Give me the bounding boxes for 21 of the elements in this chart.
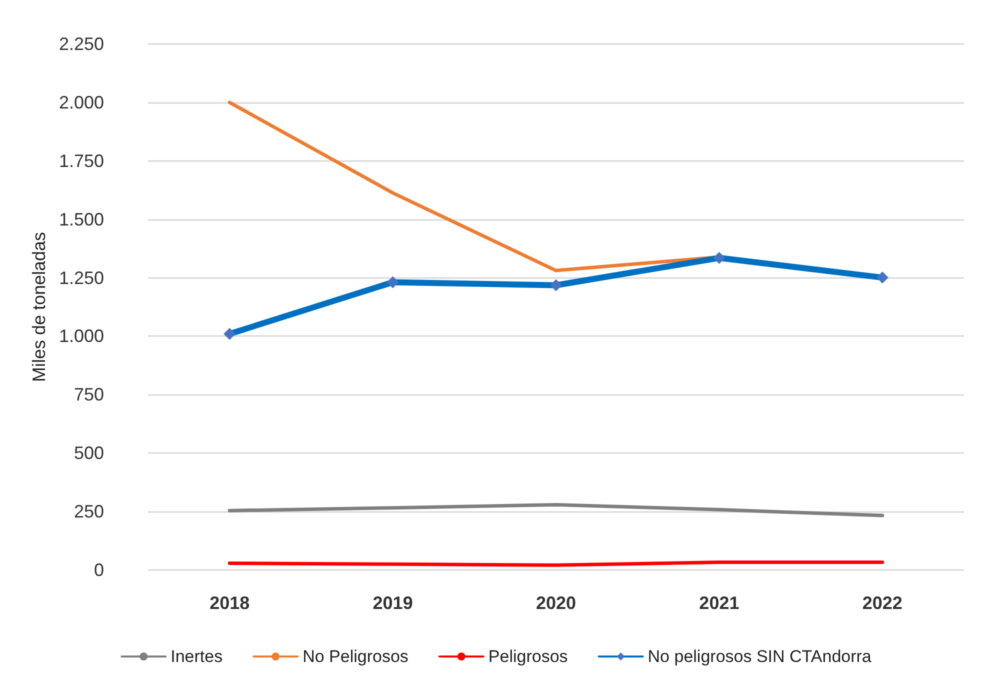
y-tick-label: 1.500: [58, 209, 104, 230]
legend-label: No peligrosos SIN CTAndorra: [648, 647, 872, 666]
y-tick-label: 2.250: [58, 34, 104, 54]
y-tick-label: 250: [74, 502, 104, 522]
y-tick-label: 2.000: [58, 92, 104, 112]
y-tick-label: 1.250: [58, 268, 104, 288]
legend-label: Peligrosos: [488, 647, 568, 666]
y-axis-title: Miles de toneladas: [29, 232, 50, 382]
line-series: [228, 503, 884, 518]
x-tick-label: 2021: [699, 593, 740, 613]
legend-label: Inertes: [170, 647, 223, 666]
legend-label: No Peligrosos: [302, 647, 408, 666]
y-tick-label: 500: [74, 443, 104, 464]
x-tick-label: 2020: [536, 593, 576, 613]
x-tick-label: 2019: [372, 593, 413, 613]
x-tick-label: 2022: [862, 593, 902, 613]
y-tick-label: 0: [94, 560, 104, 580]
y-tick-label: 1.750: [58, 150, 104, 171]
y-tick-label: 750: [74, 384, 104, 405]
y-tick-label: 1.000: [58, 326, 104, 346]
x-tick-label: 2018: [210, 593, 250, 613]
